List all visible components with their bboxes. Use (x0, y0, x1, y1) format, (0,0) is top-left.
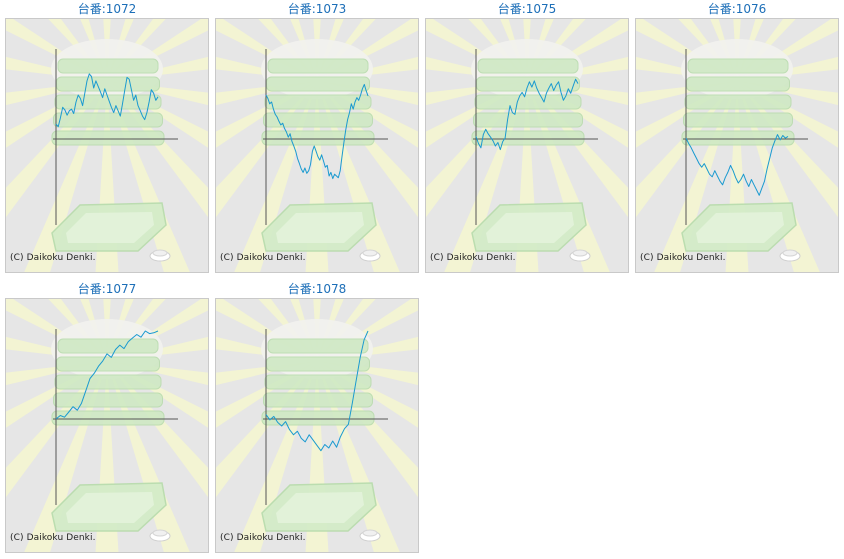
tray-shape (267, 338, 369, 354)
coin-shape (152, 529, 168, 537)
tray-shape (57, 338, 159, 354)
tray-shape (261, 410, 375, 426)
sunburst-ray (24, 361, 107, 552)
slump-line (55, 73, 159, 128)
tray-shape (266, 76, 370, 92)
slump-line (55, 330, 159, 420)
slump-graph[interactable]: (C) Daikoku Denki. (215, 298, 419, 553)
tray-shape (54, 374, 162, 390)
copyright-text: (C) Daikoku Denki. (430, 253, 516, 263)
slump-graph[interactable]: (C) Daikoku Denki. (215, 18, 419, 273)
slump-graph-canvas (6, 299, 208, 552)
slump-line (685, 134, 789, 196)
coin-shape (362, 249, 378, 257)
slump-graph-canvas (6, 19, 208, 272)
slump-graph[interactable]: (C) Daikoku Denki. (635, 18, 839, 273)
machine-card: 台番:1076 (C) Daikoku Denki. (635, 0, 839, 276)
slump-graph-canvas (216, 299, 418, 552)
tray-shape (266, 356, 370, 372)
tray-shape (687, 58, 789, 74)
tray-shape (683, 112, 793, 128)
tray-shape (686, 76, 790, 92)
slump-graph[interactable]: (C) Daikoku Denki. (425, 18, 629, 273)
slump-line (475, 78, 579, 151)
tray-shape (56, 76, 160, 92)
slump-line (265, 83, 369, 180)
background-art (6, 19, 208, 272)
copyright-text: (C) Daikoku Denki. (640, 253, 726, 263)
machine-number-link[interactable]: 台番:1073 (287, 2, 347, 16)
tray-shape (474, 94, 582, 110)
machine-card: 台番:1072 (C) Daikoku Denki. (5, 0, 209, 276)
tray-shape (51, 130, 165, 146)
tray-shape (276, 212, 364, 243)
slump-graph-canvas (426, 19, 628, 272)
tray-shape (56, 356, 160, 372)
tray-shape (684, 94, 792, 110)
coin-shape (572, 249, 588, 257)
background-art (636, 19, 838, 272)
tray-shape (477, 58, 579, 74)
copyright-text: (C) Daikoku Denki. (10, 533, 96, 543)
machine-number-link[interactable]: 台番:1078 (287, 282, 347, 296)
tray-shape (471, 130, 585, 146)
copyright-text: (C) Daikoku Denki. (220, 253, 306, 263)
tray-shape (276, 492, 364, 523)
sunburst-ray (737, 81, 820, 272)
tray-shape (264, 94, 372, 110)
tray-shape (681, 130, 795, 146)
copyright-text: (C) Daikoku Denki. (220, 533, 306, 543)
copyright-text: (C) Daikoku Denki. (10, 253, 96, 263)
sunburst-ray (654, 81, 737, 272)
machine-card: 台番:1075 (C) Daikoku Denki. (425, 0, 629, 276)
slump-graph[interactable]: (C) Daikoku Denki. (5, 18, 209, 273)
tray-shape (476, 76, 580, 92)
tray-shape (66, 212, 154, 243)
slump-graph[interactable]: (C) Daikoku Denki. (5, 298, 209, 553)
sunburst-ray (24, 81, 107, 272)
background-art (216, 299, 418, 552)
sunburst-ray (527, 81, 610, 272)
tray-shape (51, 410, 165, 426)
machine-number-link[interactable]: 台番:1072 (77, 2, 137, 16)
background-art (426, 19, 628, 272)
coin-shape (362, 529, 378, 537)
machine-card: 台番:1073 (C) Daikoku Denki. (215, 0, 419, 276)
machine-number-link[interactable]: 台番:1077 (77, 282, 137, 296)
tray-shape (264, 374, 372, 390)
sunburst-ray (107, 81, 190, 272)
tray-shape (263, 112, 373, 128)
tray-shape (261, 130, 375, 146)
tray-shape (486, 212, 574, 243)
tray-shape (267, 58, 369, 74)
tray-shape (57, 58, 159, 74)
slump-graph-canvas (216, 19, 418, 272)
coin-shape (152, 249, 168, 257)
slump-line (265, 330, 369, 452)
tray-shape (263, 392, 373, 408)
tray-shape (473, 112, 583, 128)
tray-shape (696, 212, 784, 243)
tray-shape (66, 492, 154, 523)
machine-number-link[interactable]: 台番:1075 (497, 2, 557, 16)
background-art (6, 299, 208, 552)
sunburst-ray (107, 361, 190, 552)
machine-card: 台番:1077 (C) Daikoku Denki. (5, 280, 209, 556)
tray-shape (53, 392, 163, 408)
coin-shape (782, 249, 798, 257)
tray-shape (53, 112, 163, 128)
background-art (216, 19, 418, 272)
machine-card: 台番:1078 (C) Daikoku Denki. (215, 280, 419, 556)
slump-graph-canvas (636, 19, 838, 272)
machine-number-link[interactable]: 台番:1076 (707, 2, 767, 16)
